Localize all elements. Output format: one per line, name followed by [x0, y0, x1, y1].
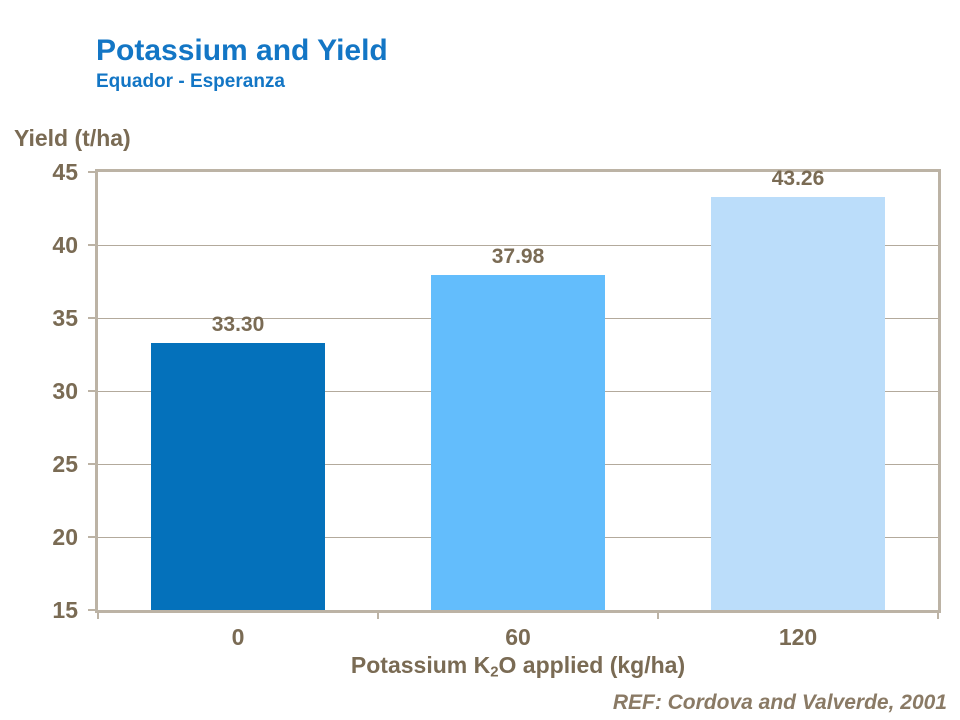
gridline-40 — [98, 244, 938, 246]
y-axis-title: Yield (t/ha) — [14, 125, 131, 151]
bar-value-label-60: 37.98 — [491, 244, 545, 268]
x-tick-label-0: 0 — [231, 624, 245, 650]
x-tick-label-60: 60 — [505, 624, 531, 650]
plot-area: 33.30 37.98 43.26 — [95, 167, 941, 613]
y-tick-mark-35 — [88, 317, 96, 319]
x-axis-title: Potassium K2O applied (kg/ha) — [98, 651, 938, 686]
bar-value-label-0: 33.30 — [211, 312, 265, 336]
y-tick-mark-15 — [88, 609, 96, 611]
y-tick-label-40: 40 — [52, 232, 78, 258]
y-tick-label-25: 25 — [52, 451, 78, 477]
x-tick-mark-1 — [377, 612, 379, 619]
y-tick-mark-20 — [88, 536, 96, 538]
bar-value-label-120: 43.26 — [771, 167, 825, 191]
x-tick-label-120: 120 — [778, 624, 818, 650]
x-axis-title-subscript: 2 — [490, 663, 499, 681]
bar-0 — [151, 342, 325, 610]
y-tick-mark-30 — [88, 390, 96, 392]
x-tick-mark-0 — [97, 612, 99, 619]
bar-60 — [431, 274, 605, 610]
chart-title: Potassium and Yield — [96, 34, 388, 67]
x-tick-mark-3 — [937, 612, 939, 619]
x-tick-mark-2 — [657, 612, 659, 619]
x-axis-title-post: O applied (kg/ha) — [498, 652, 686, 678]
bar-120 — [711, 197, 885, 610]
y-tick-mark-25 — [88, 463, 96, 465]
y-tick-mark-40 — [88, 244, 96, 246]
y-tick-mark-45 — [88, 171, 96, 173]
y-tick-label-35: 35 — [52, 305, 78, 331]
chart-subtitle: Equador - Esperanza — [96, 71, 285, 92]
y-tick-label-30: 30 — [52, 378, 78, 404]
y-tick-label-15: 15 — [52, 597, 78, 623]
x-axis-title-pre: Potassium K — [350, 652, 491, 678]
reference-text: REF: Cordova and Valverde, 2001 — [612, 691, 947, 714]
y-tick-label-20: 20 — [52, 524, 78, 550]
y-tick-label-45: 45 — [52, 159, 78, 185]
